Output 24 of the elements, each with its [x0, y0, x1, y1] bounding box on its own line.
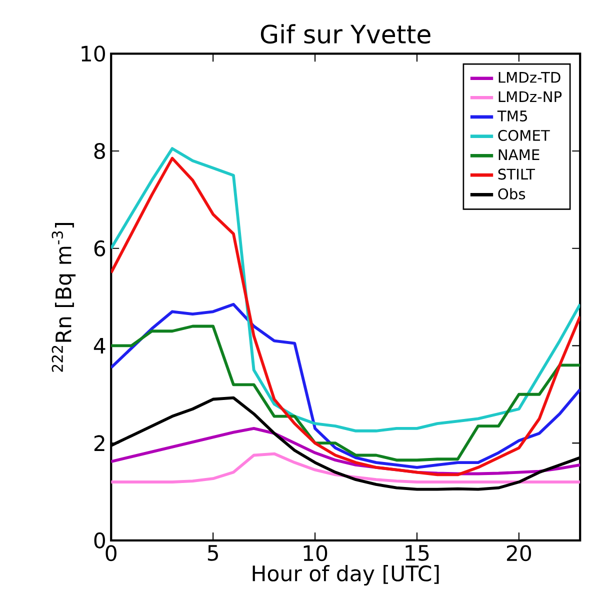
y-axis-title: $^{222}$Rn [Bq m$^{-3}$]	[52, 223, 76, 372]
legend-label: STILT	[498, 168, 536, 180]
y-tick-label: 4	[94, 338, 106, 354]
x-tick-label: 0	[106, 545, 117, 562]
x-tick-label: 10	[304, 545, 328, 562]
x-axis-title: Hour of day [UTC]	[252, 564, 439, 586]
x-tick-label: 20	[507, 545, 532, 562]
line-series	[111, 302, 580, 469]
legend-label: Obs	[498, 188, 526, 200]
legend-label: NAME	[498, 149, 540, 160]
y-tick-label: 2	[94, 435, 104, 451]
line-series	[111, 324, 580, 462]
x-tick-label: 5	[208, 545, 218, 561]
legend-label: COMET	[498, 130, 550, 141]
legend-label: LMDz-TD	[498, 72, 560, 83]
chart-title: Gif sur Yvette	[261, 24, 430, 44]
x-tick-label: 15	[406, 545, 429, 561]
legend-label: TM5	[497, 110, 528, 122]
legend-label: LMDz-NP	[498, 91, 562, 102]
line-series	[111, 147, 580, 432]
y-tick-label: 8	[94, 142, 106, 160]
y-tick-label: 10	[82, 46, 106, 62]
y-tick-label: 6	[94, 240, 106, 256]
y-tick-label: 0	[94, 532, 106, 548]
